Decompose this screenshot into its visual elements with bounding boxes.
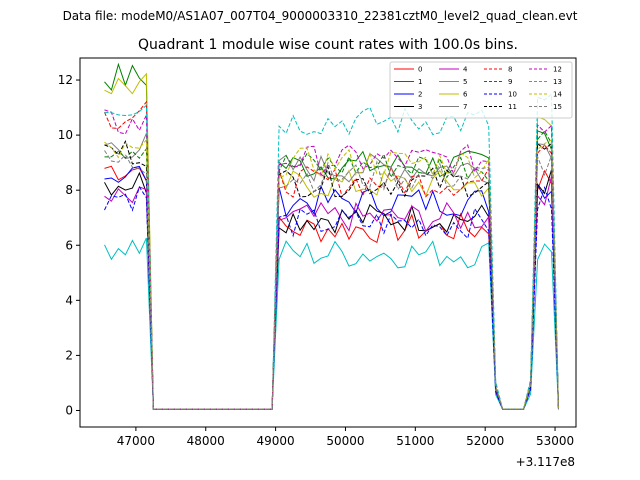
- chart-title: Quadrant 1 module wise count rates with …: [138, 37, 518, 53]
- legend-label: 10: [508, 91, 517, 99]
- y-tick-label: 8: [65, 183, 73, 197]
- x-tick-label: 53000: [536, 434, 574, 448]
- plot-frame: [79, 57, 577, 428]
- y-tick-label: 0: [65, 403, 73, 417]
- legend-label: 3: [418, 103, 422, 111]
- y-tick-label: 12: [58, 73, 73, 87]
- x-tick-label: 52000: [466, 434, 504, 448]
- legend-label: 13: [553, 78, 562, 86]
- series-line-12: [104, 109, 559, 410]
- legend-label: 12: [553, 66, 562, 74]
- legend-label: 4: [463, 66, 468, 74]
- legend-label: 5: [463, 78, 467, 86]
- legend-box: [389, 61, 573, 119]
- legend-label: 2: [418, 91, 422, 99]
- axes-layer: 47000 48000 49000 50000 51000 52000 53000 0 2 4 6 8…: [58, 73, 574, 448]
- legend-label: 14: [553, 91, 562, 99]
- series-line-15: [104, 150, 559, 410]
- legend-label: 8: [508, 66, 512, 74]
- y-tick-label: 10: [58, 128, 73, 142]
- legend-label: 9: [508, 78, 512, 86]
- x-tick-label: 47000: [117, 434, 155, 448]
- legend-label: 11: [508, 103, 517, 111]
- x-offset-label: +3.117e8: [516, 455, 575, 469]
- series-line-11: [104, 139, 559, 410]
- legend-label: 6: [463, 91, 468, 99]
- y-tick-label: 6: [65, 238, 73, 252]
- legend-label: 15: [553, 103, 562, 111]
- x-tick-label: 48000: [187, 434, 225, 448]
- x-tick-label: 51000: [396, 434, 434, 448]
- x-tick-label: 50000: [326, 434, 364, 448]
- y-tick-label: 4: [65, 293, 73, 307]
- x-tick-label: 49000: [257, 434, 295, 448]
- series-line-10: [104, 185, 559, 410]
- header-filename: Data file: modeM0/AS1A07_007T04_90000033…: [63, 9, 578, 23]
- legend-label: 7: [463, 103, 467, 111]
- legend-label: 0: [418, 66, 422, 74]
- y-tick-label: 2: [65, 348, 73, 362]
- legend-label: 1: [418, 78, 422, 86]
